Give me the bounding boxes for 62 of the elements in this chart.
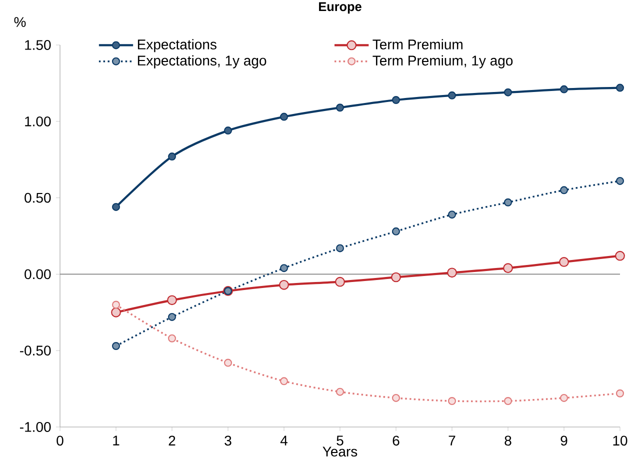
point — [504, 397, 512, 406]
point — [279, 280, 289, 290]
point — [560, 85, 568, 94]
x-tick-label: 1 — [113, 436, 120, 446]
x-tick-label: 6 — [392, 436, 400, 446]
x-tick-label: 5 — [336, 436, 344, 446]
point — [616, 84, 624, 92]
y-axis-title: % — [14, 17, 26, 27]
point — [168, 334, 176, 342]
point — [112, 300, 120, 309]
point — [447, 268, 457, 278]
y-tick-label: 1.50 — [25, 40, 51, 50]
point — [336, 388, 344, 396]
legend-label: Term Premium — [372, 39, 462, 50]
point — [503, 263, 513, 274]
point — [336, 244, 344, 252]
y-tick-label: 0.50 — [24, 192, 51, 203]
point — [280, 264, 288, 272]
x-tick-label: 3 — [224, 436, 232, 446]
x-tick-label: 8 — [504, 436, 512, 446]
point — [559, 257, 569, 267]
x-tick-label: 10 — [613, 436, 628, 446]
point — [560, 394, 568, 402]
point — [392, 394, 400, 402]
x-tick-label: 0 — [56, 436, 64, 446]
point — [615, 250, 625, 261]
point — [448, 397, 456, 406]
legend-label: Expectations — [138, 39, 216, 52]
point — [392, 227, 400, 236]
point — [616, 176, 624, 185]
y-tick-label: 1.00 — [25, 116, 51, 126]
x-tick-label: 4 — [280, 436, 288, 446]
y-tick-label: -0.50 — [20, 346, 51, 356]
point — [504, 198, 512, 206]
x-axis-title: Years — [322, 446, 358, 457]
legend-label: Term Premium, 1y ago — [372, 55, 513, 68]
x-tick-label: 2 — [168, 436, 176, 446]
point — [167, 295, 177, 306]
x-tick-label: 7 — [448, 436, 456, 446]
point — [280, 112, 288, 121]
point — [335, 276, 345, 287]
y-tick-label: 0.00 — [24, 269, 51, 280]
point — [616, 389, 624, 398]
point — [224, 358, 232, 367]
point — [111, 307, 121, 318]
point — [168, 152, 176, 161]
point — [448, 91, 456, 100]
point — [112, 202, 120, 211]
point — [280, 377, 288, 386]
point — [391, 272, 401, 282]
point — [560, 186, 568, 194]
point — [224, 126, 232, 135]
point — [168, 312, 176, 321]
chart-title: Europe — [319, 2, 362, 14]
point — [336, 104, 344, 112]
point — [392, 96, 400, 104]
x-tick-label: 9 — [560, 436, 568, 446]
y-tick-label: -1.00 — [20, 422, 51, 432]
legend-label: Expectations, 1y ago — [138, 55, 266, 68]
point — [112, 342, 120, 350]
point — [448, 210, 456, 219]
point — [504, 88, 512, 96]
